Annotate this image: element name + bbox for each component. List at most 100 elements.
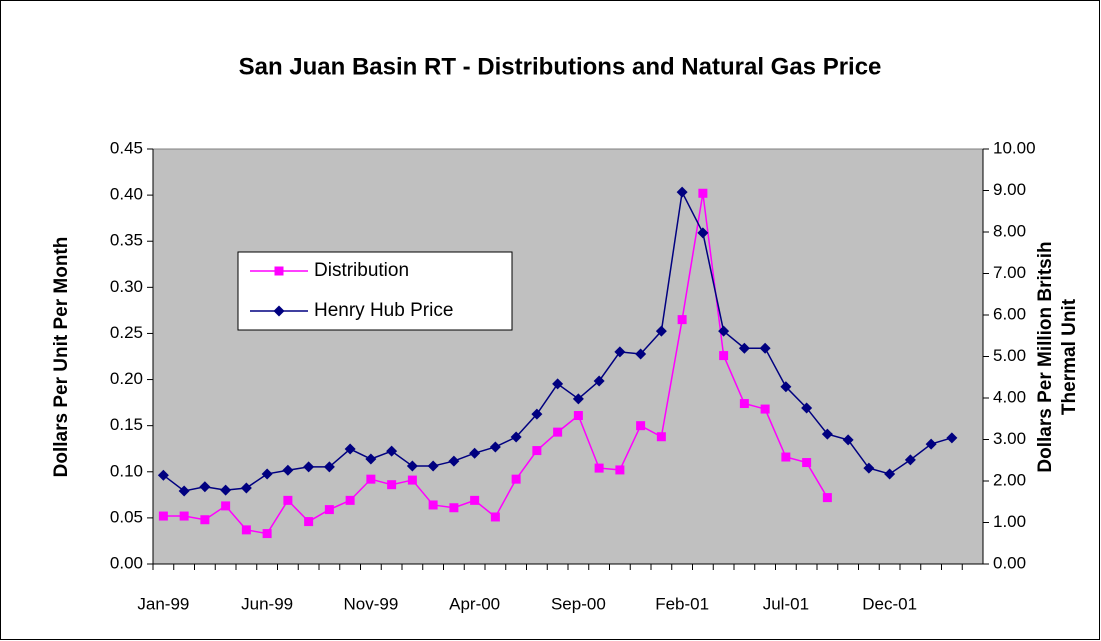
data-point	[324, 505, 334, 515]
data-point	[593, 375, 605, 387]
y-tick-label: 0.00	[110, 553, 143, 572]
data-point	[594, 463, 604, 473]
data-point	[676, 186, 688, 198]
data-point	[655, 325, 667, 337]
legend-marker	[274, 266, 284, 276]
data-point	[572, 393, 584, 405]
data-point	[510, 431, 522, 443]
data-point	[781, 452, 791, 462]
data-point	[925, 438, 937, 450]
data-point	[553, 427, 563, 437]
data-point	[780, 381, 792, 393]
y2-tick-label: 9.00	[993, 180, 1026, 199]
data-point	[904, 454, 916, 466]
x-tick-label: Jan-99	[137, 594, 189, 613]
data-point	[283, 495, 293, 505]
y2-tick-label: 1.00	[993, 512, 1026, 531]
y2-tick-label: 7.00	[993, 263, 1026, 282]
y2-axis-label: Thermal Unit	[1059, 298, 1080, 415]
y2-tick-label: 6.00	[993, 304, 1026, 323]
data-point	[532, 446, 542, 456]
data-point	[614, 346, 626, 358]
data-point	[407, 475, 417, 485]
data-point	[303, 461, 315, 473]
data-point	[697, 227, 709, 239]
data-point	[759, 342, 771, 354]
data-point	[387, 480, 397, 490]
chart-title: San Juan Basin RT - Distributions and Na…	[239, 53, 882, 80]
y-tick-label: 0.45	[110, 138, 143, 157]
y-axis-label: Dollars Per Unit Per Month	[51, 237, 72, 478]
y2-tick-label: 2.00	[993, 470, 1026, 489]
data-point	[200, 515, 210, 525]
x-tick-label: Nov-99	[343, 594, 398, 613]
x-tick-label: Jul-01	[763, 594, 809, 613]
data-point	[427, 460, 439, 472]
data-point	[677, 315, 687, 325]
legend-marker	[273, 305, 285, 317]
data-point	[199, 481, 211, 493]
data-point	[344, 443, 356, 455]
legend-label: Distribution	[314, 260, 409, 281]
data-point	[282, 464, 294, 476]
data-point	[760, 404, 770, 414]
y-tick-label: 0.30	[110, 277, 143, 296]
data-point	[345, 495, 355, 505]
x-tick-label: Jun-99	[241, 594, 293, 613]
data-point	[241, 525, 251, 535]
y-tick-label: 0.20	[110, 369, 143, 388]
legend: Distribution Henry Hub Price	[237, 251, 513, 331]
data-point	[449, 503, 459, 513]
data-point	[718, 325, 730, 337]
data-point	[698, 188, 708, 198]
data-point	[822, 493, 832, 503]
data-point	[489, 441, 501, 453]
data-point	[262, 529, 272, 539]
data-point	[635, 348, 647, 360]
y-tick-label: 0.05	[110, 507, 143, 526]
y2-tick-label: 8.00	[993, 221, 1026, 240]
data-point	[220, 484, 232, 496]
y-tick-label: 0.35	[110, 231, 143, 250]
y2-tick-label: 10.00	[993, 138, 1036, 157]
y2-tick-label: 3.00	[993, 429, 1026, 448]
data-point	[490, 512, 500, 522]
data-point	[240, 482, 252, 494]
data-point	[946, 432, 958, 444]
data-point	[179, 511, 189, 521]
data-point	[365, 453, 377, 465]
data-point	[738, 342, 750, 354]
data-point	[656, 432, 666, 442]
data-point	[863, 462, 875, 474]
data-point	[552, 378, 564, 390]
data-point	[157, 469, 169, 481]
plot-area	[152, 148, 984, 565]
data-point	[719, 351, 729, 361]
x-tick-label: Dec-01	[862, 594, 917, 613]
x-tick-label: Sep-00	[551, 594, 606, 613]
data-point	[801, 402, 813, 414]
y2-tick-label: 4.00	[993, 387, 1026, 406]
data-point	[615, 465, 625, 475]
legend-box	[237, 251, 513, 331]
data-point	[573, 411, 583, 421]
data-point	[802, 458, 812, 468]
legend-label: Henry Hub Price	[314, 300, 453, 321]
data-point	[448, 455, 460, 467]
data-point	[470, 495, 480, 505]
data-point	[304, 517, 314, 527]
x-tick-label: Apr-00	[449, 594, 500, 613]
data-point	[366, 474, 376, 484]
data-point	[884, 468, 896, 480]
y-tick-label: 0.25	[110, 323, 143, 342]
data-point	[158, 511, 168, 521]
y-tick-label: 0.40	[110, 185, 143, 204]
data-point	[469, 447, 481, 459]
data-point	[386, 445, 398, 457]
y2-tick-label: 0.00	[993, 553, 1026, 572]
data-point	[428, 500, 438, 510]
x-tick-label: Feb-01	[655, 594, 709, 613]
data-point	[739, 399, 749, 409]
y-tick-label: 0.10	[110, 461, 143, 480]
